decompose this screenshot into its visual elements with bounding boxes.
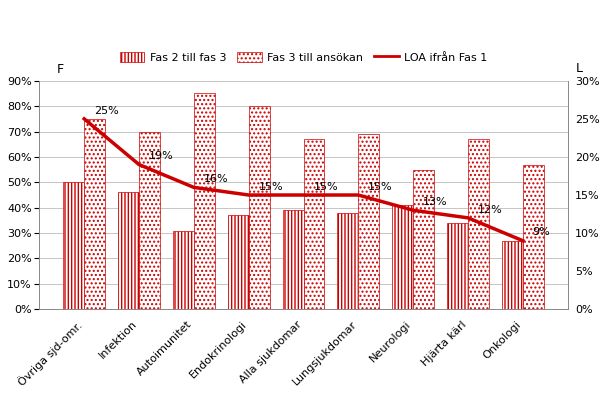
Bar [413, 169, 434, 309]
Text: 25%: 25% [94, 105, 119, 115]
Bar [139, 132, 160, 309]
Bar [173, 231, 194, 309]
LOA ifrån Fas 1 [300, 193, 307, 198]
Bar [228, 215, 249, 309]
Text: F: F [57, 63, 64, 76]
Bar [502, 241, 523, 309]
LOA ifrån Fas 1 [519, 238, 526, 243]
Bar [523, 165, 544, 309]
LOA ifrån Fas 1 [354, 193, 362, 198]
Text: 15%: 15% [313, 182, 338, 192]
Bar [283, 210, 304, 309]
Text: 19%: 19% [149, 151, 174, 161]
Bar [337, 213, 358, 309]
Text: 13%: 13% [423, 197, 447, 207]
Bar [358, 134, 379, 309]
LOA ifrån Fas 1 [464, 216, 472, 220]
Text: L: L [576, 62, 583, 75]
Text: 12%: 12% [478, 205, 503, 214]
LOA ifrån Fas 1 [135, 162, 143, 167]
LOA ifrån Fas 1 [81, 117, 88, 121]
Bar [249, 106, 270, 309]
Bar [118, 192, 139, 309]
Text: 15%: 15% [368, 182, 393, 192]
Bar [447, 223, 468, 309]
Text: 15%: 15% [259, 182, 283, 192]
LOA ifrån Fas 1 [245, 193, 253, 198]
Bar [468, 139, 489, 309]
Bar [84, 119, 105, 309]
Bar [194, 94, 215, 309]
Text: 9%: 9% [533, 228, 551, 237]
Line: LOA ifrån Fas 1: LOA ifrån Fas 1 [84, 119, 523, 241]
Legend: Fas 2 till fas 3, Fas 3 till ansökan, LOA ifrån Fas 1: Fas 2 till fas 3, Fas 3 till ansökan, LO… [115, 47, 492, 67]
Bar [392, 205, 413, 309]
LOA ifrån Fas 1 [190, 185, 197, 190]
LOA ifrån Fas 1 [410, 208, 417, 213]
Bar [63, 182, 84, 309]
Text: 16%: 16% [204, 174, 228, 184]
Bar [304, 139, 324, 309]
